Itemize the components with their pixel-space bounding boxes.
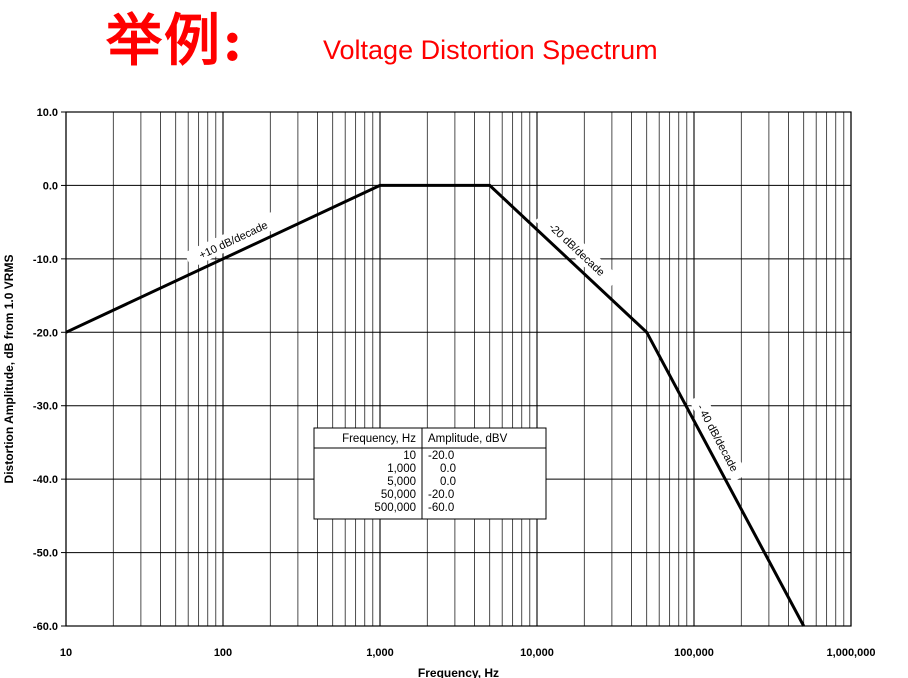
slide-title-chinese: 举例: bbox=[106, 8, 245, 74]
series-line bbox=[65, 183, 806, 627]
table-amplitude-cell: 0.0 bbox=[440, 463, 456, 475]
y-tick-label: 0.0 bbox=[43, 180, 58, 192]
x-tick-label: 10 bbox=[60, 647, 72, 659]
y-tick-label: -60.0 bbox=[33, 621, 58, 633]
plot-frame bbox=[65, 111, 852, 627]
annotation-minus-20-db-decade: -20 dB/decade bbox=[535, 208, 620, 290]
table-amplitude-cell: -20.0 bbox=[428, 450, 454, 462]
y-tick-label: -50.0 bbox=[33, 548, 58, 560]
data-table: Frequency, Hz Amplitude, dBV 10 -20.0 1,000 0… bbox=[313, 427, 547, 520]
y-tick-label: 10.0 bbox=[37, 107, 58, 119]
table-frame bbox=[313, 427, 547, 520]
table-header-cell: Amplitude, dBV bbox=[428, 433, 508, 445]
axis-tick-labels: 10.00.0-10.0-20.0-30.0-40.0-50.0-60.010 1… bbox=[33, 107, 876, 659]
x-tick-label: 1,000 bbox=[366, 647, 394, 659]
annotation-background bbox=[184, 210, 282, 269]
slide-title-english: Voltage Distortion Spectrum bbox=[323, 35, 658, 65]
y-tick-label: -20.0 bbox=[33, 327, 58, 339]
y-axis-label: Distortion Amplitude, dB from 1.0 VRMS bbox=[2, 255, 16, 484]
table-amplitude-cell: -20.0 bbox=[428, 489, 454, 501]
annotation-background bbox=[689, 392, 748, 483]
table-frequency-cell: 50,000 bbox=[381, 489, 416, 501]
y-tick-label: -30.0 bbox=[33, 401, 58, 413]
table-frequency-cell: 5,000 bbox=[387, 476, 416, 488]
table-amplitude-cell: 0.0 bbox=[440, 476, 456, 488]
y-tick-label: -40.0 bbox=[33, 474, 58, 486]
annotation-text: -20 dB/decade bbox=[546, 221, 606, 279]
data-line-layer bbox=[65, 183, 806, 627]
x-tick-label: 10,000 bbox=[520, 647, 554, 659]
y-tick-label: -10.0 bbox=[33, 254, 58, 266]
x-tick-label: 100 bbox=[214, 647, 232, 659]
table-frequency-cell: 10 bbox=[403, 450, 416, 462]
annotation-background bbox=[535, 208, 620, 290]
x-axis-label: Frequency, Hz bbox=[418, 666, 499, 678]
grid-lines bbox=[61, 111, 852, 627]
x-tick-label: 100,000 bbox=[674, 647, 714, 659]
table-amplitude-cell: -60.0 bbox=[428, 502, 454, 514]
x-tick-label: 1,000,000 bbox=[827, 647, 876, 659]
table-frequency-cell: 1,000 bbox=[387, 463, 416, 475]
table-frequency-cell: 500,000 bbox=[374, 502, 416, 514]
table-header-cell: Frequency, Hz bbox=[342, 433, 416, 445]
